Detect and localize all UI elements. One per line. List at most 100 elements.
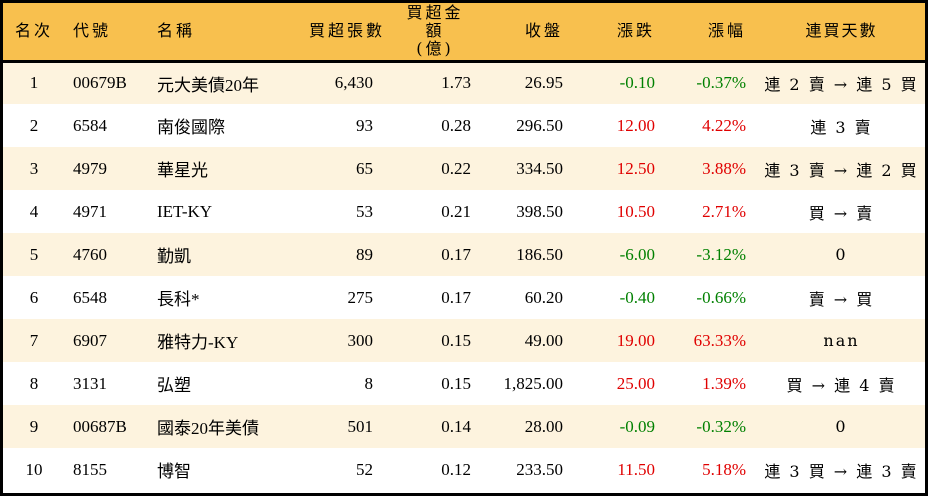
cell-streak: nan [823,331,860,350]
cell-net-buy-lots: 52 [356,459,373,479]
cell-net-buy-amount: 0.15 [441,330,471,350]
cell-code: 6548 [73,287,107,307]
cell-change-pct: 63.33% [693,330,746,350]
cell-rank: 7 [29,330,39,350]
cell-change-pct: 4.22% [702,115,746,135]
cell-net-buy-amount: 0.28 [441,115,471,135]
cell-change-pct: -0.32% [696,416,746,436]
cell-close: 60.20 [524,287,563,307]
table-row: 2 6584 南俊國際 93 0.28 296.50 12.00 4.22% 連… [3,104,925,147]
net-buy-ranking-table: 名次 代號 名稱 買超張數 買超金額 (億) 收盤 漲跌 漲幅 連買天數 1 0… [3,3,925,491]
cell-change: 25.00 [616,373,655,393]
cell-net-buy-lots: 275 [347,287,374,307]
cell-rank: 1 [29,73,39,93]
table-row: 4 4971 IET-KY 53 0.21 398.50 10.50 2.71%… [3,190,925,233]
header-net-buy-amount-line1: 買超金額 [406,3,464,41]
cell-net-buy-lots: 93 [356,115,373,135]
cell-change: -0.09 [619,416,655,436]
cell-net-buy-amount: 0.14 [441,416,471,436]
cell-close: 233.50 [516,459,563,479]
header-streak: 連買天數 [758,3,925,63]
table-row: 10 8155 博智 52 0.12 233.50 11.50 5.18% 連 … [3,448,925,491]
header-name: 名稱 [147,3,277,63]
cell-code: 00679B [73,73,127,93]
cell-net-buy-lots: 8 [364,373,374,393]
cell-rank: 5 [29,244,39,264]
cell-rank: 9 [29,416,39,436]
cell-name: 弘塑 [157,376,191,395]
table-row: 9 00687B 國泰20年美債 501 0.14 28.00 -0.09 -0… [3,405,925,448]
table-row: 5 4760 勤凱 89 0.17 186.50 -6.00 -3.12% 0 [3,233,925,276]
cell-streak: 0 [835,417,848,436]
header-net-buy-amount-line2: (億) [416,39,454,59]
cell-name: 雅特力-KY [157,333,239,352]
cell-change: 10.50 [616,201,655,221]
cell-rank: 2 [29,115,39,135]
header-net-buy-lots: 買超張數 [277,3,385,63]
cell-close: 28.00 [524,416,563,436]
cell-close: 186.50 [516,244,563,264]
cell-name: IET-KY [157,201,213,221]
cell-change: -6.00 [619,244,655,264]
cell-name: 國泰20年美債 [157,419,259,438]
cell-name: 博智 [157,462,191,481]
header-close: 收盤 [483,3,575,63]
cell-net-buy-lots: 6,430 [334,73,373,93]
cell-change-pct: -0.37% [696,73,746,93]
cell-rank: 8 [29,373,39,393]
header-net-buy-amount: 買超金額 (億) [385,3,483,63]
cell-change: -0.10 [619,73,655,93]
cell-close: 1,825.00 [503,373,564,393]
cell-name: 華星光 [157,161,208,180]
cell-code: 4971 [73,201,107,221]
cell-net-buy-lots: 89 [356,244,373,264]
cell-streak: 買 → 賣 [808,203,875,223]
table-row: 8 3131 弘塑 8 0.15 1,825.00 25.00 1.39% 買 … [3,362,925,405]
cell-net-buy-amount: 0.15 [441,373,471,393]
cell-streak: 買 → 連 4 賣 [786,375,897,395]
table-header-row: 名次 代號 名稱 買超張數 買超金額 (億) 收盤 漲跌 漲幅 連買天數 [3,3,925,63]
cell-streak: 連 2 賣 → 連 5 買 [764,75,919,95]
cell-code: 4760 [73,244,107,264]
cell-close: 296.50 [516,115,563,135]
cell-change-pct: 3.88% [702,158,746,178]
cell-code: 4979 [73,158,107,178]
cell-streak: 0 [835,245,848,264]
cell-close: 334.50 [516,158,563,178]
cell-rank: 6 [29,287,39,307]
header-change-pct: 漲幅 [667,3,758,63]
cell-code: 3131 [73,373,107,393]
cell-change-pct: 2.71% [702,201,746,221]
cell-code: 6907 [73,330,107,350]
cell-change: 11.50 [617,459,655,479]
cell-streak: 連 3 賣 → 連 2 買 [764,160,919,180]
cell-net-buy-amount: 0.17 [441,244,471,264]
cell-net-buy-lots: 501 [347,416,374,436]
cell-net-buy-amount: 1.73 [441,73,471,93]
cell-change-pct: -0.66% [696,287,746,307]
cell-name: 長科* [157,290,200,309]
cell-change-pct: 5.18% [702,459,746,479]
cell-change-pct: -3.12% [696,244,746,264]
cell-net-buy-amount: 0.21 [441,201,471,221]
cell-streak: 賣 → 買 [808,289,875,309]
header-change: 漲跌 [575,3,667,63]
cell-net-buy-amount: 0.22 [441,158,471,178]
table-row: 7 6907 雅特力-KY 300 0.15 49.00 19.00 63.33… [3,319,925,362]
cell-code: 6584 [73,115,107,135]
cell-rank: 4 [29,201,39,221]
table-row: 1 00679B 元大美債20年 6,430 1.73 26.95 -0.10 … [3,61,925,104]
cell-rank: 10 [25,459,43,479]
cell-net-buy-amount: 0.12 [441,459,471,479]
cell-net-buy-amount: 0.17 [441,287,471,307]
cell-code: 00687B [73,416,127,436]
cell-name: 元大美債20年 [157,75,259,95]
cell-rank: 3 [29,158,39,178]
cell-close: 49.00 [524,330,563,350]
cell-close: 398.50 [516,201,563,221]
header-rank: 名次 [3,3,65,63]
cell-net-buy-lots: 300 [347,330,374,350]
cell-net-buy-lots: 53 [356,201,373,221]
cell-streak: 連 3 買 → 連 3 賣 [764,461,919,481]
